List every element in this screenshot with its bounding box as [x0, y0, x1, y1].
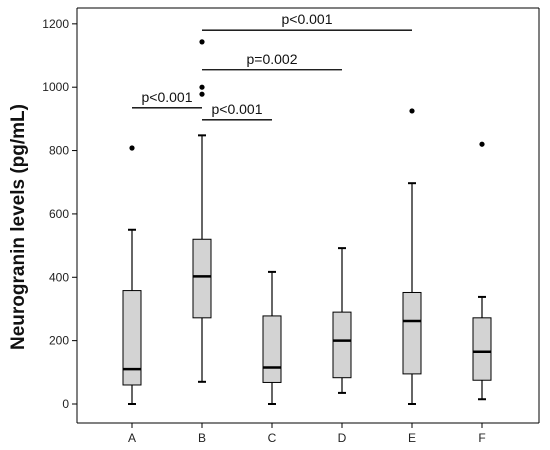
box-iqr [262, 315, 282, 383]
significance-annotations: p<0.001 p<0.001 p=0.002 p<0.001 [132, 11, 412, 121]
outlier-point [129, 145, 135, 151]
y-tick-label: 800 [49, 144, 69, 158]
significance-label: p<0.001 [142, 89, 193, 105]
y-tick-label: 200 [49, 334, 69, 348]
box-group-d [332, 247, 352, 394]
significance-label: p=0.002 [247, 51, 298, 67]
box-iqr [472, 317, 492, 381]
box-iqr [402, 291, 422, 375]
box-iqr [332, 311, 352, 379]
x-tick-label: C [268, 431, 277, 445]
box-group-e [402, 108, 422, 405]
outlier-point [479, 141, 485, 147]
y-tick-label: 0 [62, 397, 69, 411]
box-group-a [122, 145, 142, 405]
y-ticks: 0 200 400 600 800 1000 1200 [42, 17, 77, 411]
outlier-point [199, 39, 205, 45]
outlier-point [199, 91, 205, 97]
box-group-f [472, 141, 492, 401]
box-iqr [192, 238, 212, 319]
significance-label: p<0.001 [212, 101, 263, 117]
y-tick-label: 1000 [42, 80, 69, 94]
y-tick-label: 400 [49, 270, 69, 284]
outlier-point [199, 84, 205, 90]
x-ticks: A B C D E F [128, 423, 486, 445]
x-tick-label: D [338, 431, 347, 445]
box-group-c [262, 270, 282, 405]
y-tick-label: 600 [49, 207, 69, 221]
x-tick-label: A [128, 431, 136, 445]
boxes [122, 39, 492, 405]
significance-label: p<0.001 [282, 11, 333, 27]
axes [76, 7, 540, 424]
x-tick-label: B [198, 431, 206, 445]
x-tick-label: E [408, 431, 416, 445]
y-axis-label: Neurogranin levels (pg/mL) [8, 104, 29, 350]
y-tick-label: 1200 [42, 17, 69, 31]
box-group-b [192, 39, 212, 383]
outlier-point [409, 108, 415, 114]
box-iqr [122, 290, 142, 386]
x-tick-label: F [478, 431, 485, 445]
